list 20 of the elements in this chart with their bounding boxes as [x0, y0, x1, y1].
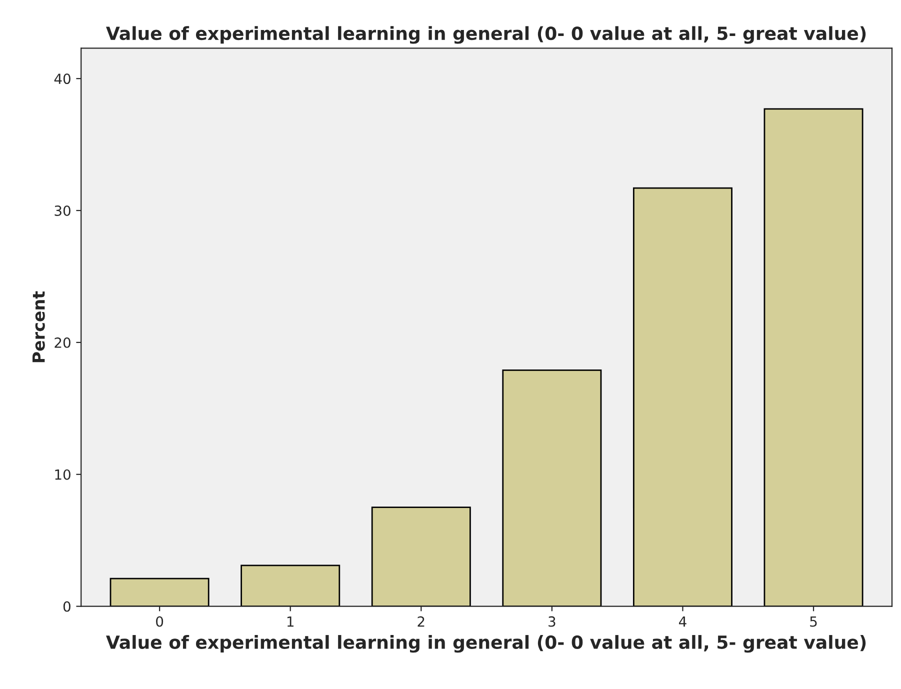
bar — [502, 369, 602, 606]
x-tick-label: 5 — [810, 616, 817, 627]
bar — [110, 578, 210, 606]
x-tick-label: 3 — [548, 616, 556, 627]
y-tick-label: 0 — [63, 601, 70, 612]
bar — [632, 187, 732, 606]
y-tick-label: 20 — [54, 337, 70, 348]
x-tick-label: 1 — [287, 616, 294, 627]
bar — [764, 108, 864, 606]
y-axis-title: Percent — [32, 291, 45, 362]
bar — [371, 506, 471, 606]
chart-title: Value of experimental learning in general (0- 0 value at all, 5- great value) — [106, 26, 866, 44]
x-axis-title: Value of experimental learning in general (0- 0 value at all, 5- great value) — [106, 635, 866, 653]
bar — [240, 564, 340, 606]
y-tick-label: 40 — [54, 74, 70, 84]
x-tick-label: 0 — [156, 616, 164, 627]
x-tick-label: 2 — [418, 616, 424, 627]
y-tick-label: 10 — [55, 469, 70, 480]
y-tick-label: 30 — [54, 205, 70, 216]
x-tick-label: 4 — [678, 616, 686, 627]
